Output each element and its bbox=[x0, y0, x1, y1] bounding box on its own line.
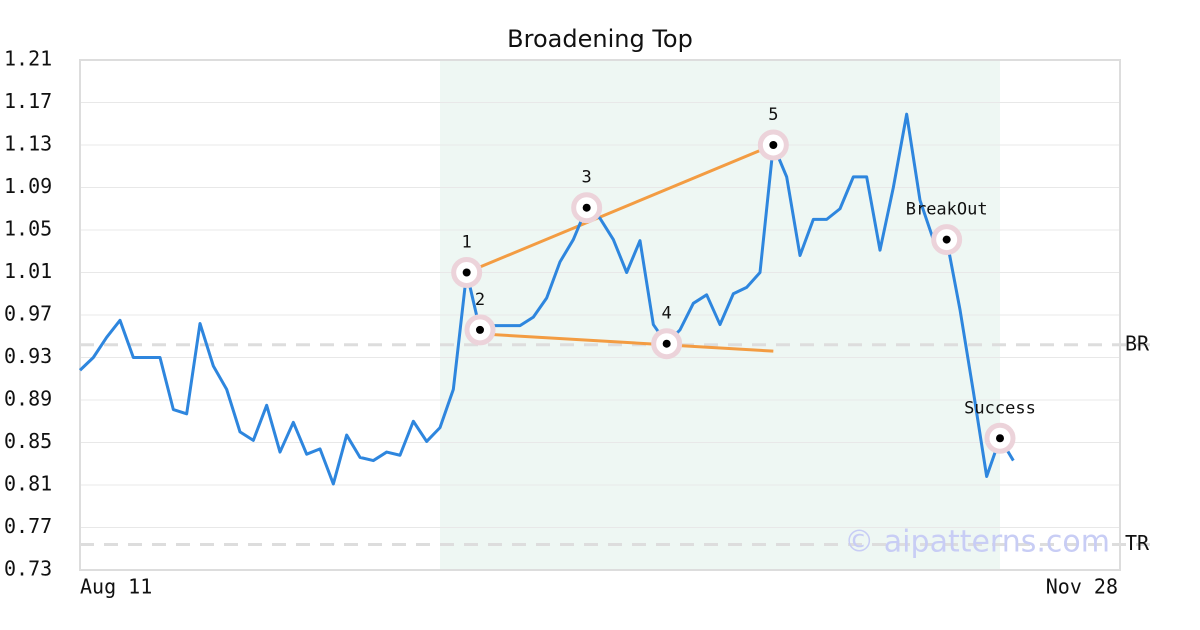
point-dot bbox=[996, 434, 1004, 443]
point-dot bbox=[476, 325, 484, 334]
point-label: 4 bbox=[662, 304, 672, 324]
chart-title: Broadening Top bbox=[507, 25, 693, 53]
y-tick-label: 1.09 bbox=[4, 174, 52, 198]
y-tick-label: 0.93 bbox=[4, 344, 52, 368]
y-tick-label: 0.89 bbox=[4, 387, 52, 411]
y-tick-label: 1.05 bbox=[4, 217, 52, 241]
plot-border bbox=[79, 59, 1121, 571]
y-tick-label: 1.17 bbox=[4, 89, 52, 113]
point-dot bbox=[942, 235, 951, 244]
point-label: BreakOut bbox=[906, 200, 988, 220]
y-tick-label: 0.77 bbox=[4, 514, 52, 538]
trendline bbox=[466, 143, 774, 274]
x-tick-label: Aug 11 bbox=[80, 575, 152, 599]
y-tick-label: 0.73 bbox=[4, 557, 52, 581]
price-line bbox=[78, 112, 1015, 486]
point-label: 1 bbox=[462, 233, 472, 253]
point-label: 3 bbox=[582, 168, 592, 188]
point-dot bbox=[769, 141, 778, 149]
y-tick-label: 1.21 bbox=[4, 47, 52, 71]
point-label: 2 bbox=[475, 290, 485, 310]
point-label: Success bbox=[964, 398, 1036, 418]
y-tick-label: 0.81 bbox=[4, 472, 52, 496]
point-label: 5 bbox=[768, 105, 778, 125]
watermark: © aipatterns.com bbox=[844, 525, 1110, 560]
x-tick-label: Nov 28 bbox=[1046, 575, 1118, 599]
y-tick-label: 1.01 bbox=[4, 259, 52, 283]
y-tick-label: 0.85 bbox=[4, 429, 52, 453]
trendline bbox=[466, 331, 774, 353]
level-label: BR bbox=[1125, 331, 1150, 355]
y-tick-label: 0.97 bbox=[4, 302, 52, 326]
level-label: TR bbox=[1125, 531, 1150, 555]
point-dot bbox=[462, 268, 471, 277]
point-dot bbox=[582, 203, 591, 212]
y-tick-label: 1.13 bbox=[4, 132, 52, 156]
point-dot bbox=[662, 339, 671, 348]
